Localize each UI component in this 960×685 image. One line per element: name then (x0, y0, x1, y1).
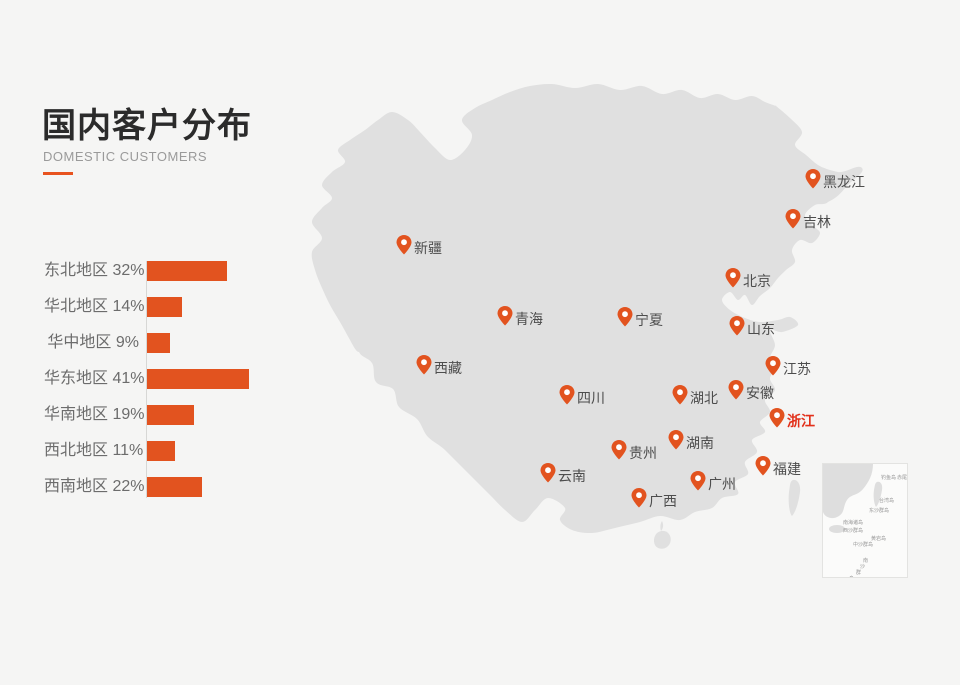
svg-text:中沙群岛: 中沙群岛 (853, 541, 873, 548)
svg-text:群: 群 (856, 569, 861, 576)
svg-text:西沙群岛: 西沙群岛 (843, 527, 863, 534)
svg-text:台湾岛: 台湾岛 (879, 497, 894, 504)
svg-text:岛: 岛 (849, 575, 854, 577)
svg-text:南海诸岛: 南海诸岛 (843, 519, 863, 526)
svg-text:南: 南 (863, 557, 868, 564)
svg-text:黄岩岛: 黄岩岛 (871, 535, 886, 542)
svg-text:东沙群岛: 东沙群岛 (869, 507, 889, 514)
svg-text:钓鱼岛: 钓鱼岛 (881, 474, 896, 481)
svg-text:赤尾的: 赤尾的 (897, 474, 907, 481)
